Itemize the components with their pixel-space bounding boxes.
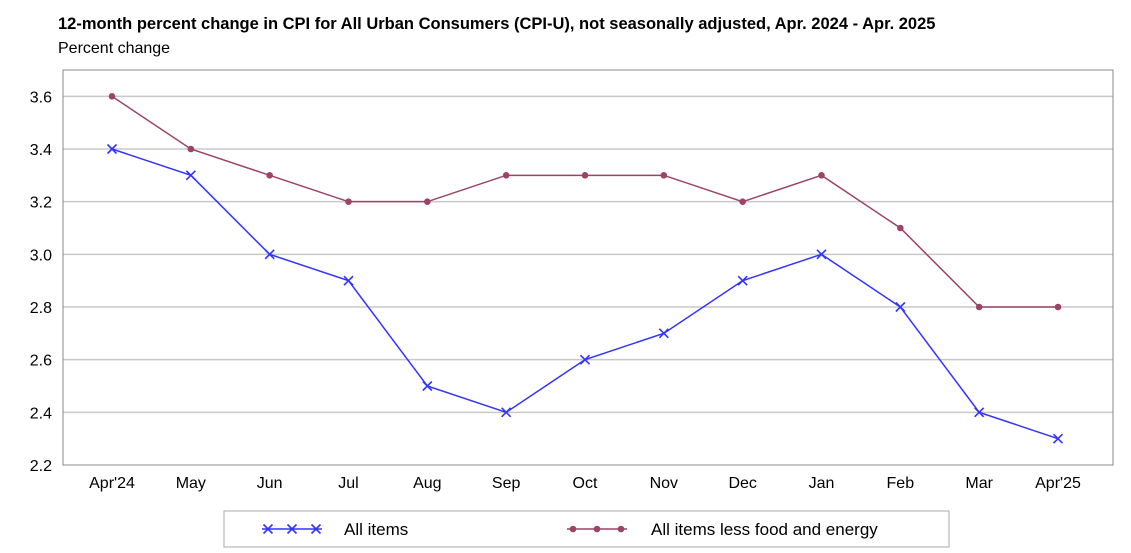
data-point <box>974 407 985 418</box>
legend-marker <box>286 523 298 535</box>
series-1 <box>108 93 1062 311</box>
x-tick-label: Jul <box>338 475 358 492</box>
chart-title: 12-month percent change in CPI for All U… <box>58 15 936 33</box>
y-tick-label: 2.8 <box>30 300 52 317</box>
data-point <box>1054 303 1062 311</box>
y-tick-label: 3.2 <box>30 195 52 212</box>
data-point <box>658 328 669 339</box>
x-tick-label: May <box>176 475 206 492</box>
x-tick-label: Nov <box>650 475 678 492</box>
x-tick-label: Sep <box>492 475 521 492</box>
x-tick-label: Jun <box>257 475 283 492</box>
data-point <box>422 380 433 392</box>
legend-item-0: All items <box>262 520 408 539</box>
x-axis-ticks: Apr'24 May Jun Jul Aug Sep Oct Nov Dec Jan Feb Mar A… <box>89 475 1081 492</box>
data-point <box>106 143 118 155</box>
data-point <box>424 198 431 205</box>
data-point <box>895 301 906 313</box>
x-tick-label: Apr'25 <box>1035 475 1081 492</box>
x-tick-label: Oct <box>573 475 598 492</box>
plot-area-border <box>62 69 1114 466</box>
data-point <box>502 172 510 179</box>
series-line <box>111 148 1059 440</box>
y-tick-label: 3.6 <box>30 89 52 106</box>
data-point <box>975 303 983 311</box>
y-tick-label: 2.4 <box>30 405 52 422</box>
data-point <box>581 172 589 179</box>
data-point <box>818 172 825 179</box>
x-tick-label: Feb <box>887 475 915 492</box>
legend-item-1: All items less food and energy <box>567 520 878 539</box>
y-tick-label: 2.6 <box>30 353 52 370</box>
x-tick-label: Dec <box>728 475 756 492</box>
y-tick-label: 2.2 <box>30 458 52 475</box>
data-point <box>187 145 195 153</box>
data-point <box>579 354 591 365</box>
legend: All items All items less food and energy <box>223 510 950 548</box>
data-point <box>264 249 275 260</box>
series-layer <box>106 93 1064 444</box>
x-tick-label: Apr'24 <box>89 475 135 492</box>
gridlines <box>63 95 1113 414</box>
x-tick-label: Mar <box>965 475 993 492</box>
data-point <box>737 275 748 286</box>
legend-marker <box>310 523 322 535</box>
y-tick-label: 3.4 <box>30 142 52 159</box>
data-point <box>343 275 354 286</box>
data-point <box>897 224 904 232</box>
legend-marker <box>617 525 625 533</box>
y-axis-ticks: 2.2 2.4 2.6 2.8 3.0 3.2 3.4 3.6 <box>30 89 52 475</box>
data-point <box>816 249 827 260</box>
data-point <box>345 198 352 205</box>
data-point <box>739 198 746 205</box>
data-point <box>108 93 116 100</box>
y-tick-label: 3.0 <box>30 247 52 264</box>
data-point <box>501 407 512 418</box>
chart-subtitle: Percent change <box>58 40 171 57</box>
legend-label: All items <box>344 520 408 539</box>
legend-marker <box>262 523 274 535</box>
x-tick-label: Jan <box>809 475 835 492</box>
legend-marker <box>593 525 601 533</box>
data-point <box>1052 433 1064 444</box>
data-point <box>185 170 196 181</box>
data-point <box>266 172 273 179</box>
legend-label: All items less food and energy <box>651 520 878 539</box>
series-0 <box>106 143 1064 444</box>
legend-marker <box>569 525 577 533</box>
data-point <box>660 172 668 179</box>
x-tick-label: Aug <box>413 475 441 492</box>
